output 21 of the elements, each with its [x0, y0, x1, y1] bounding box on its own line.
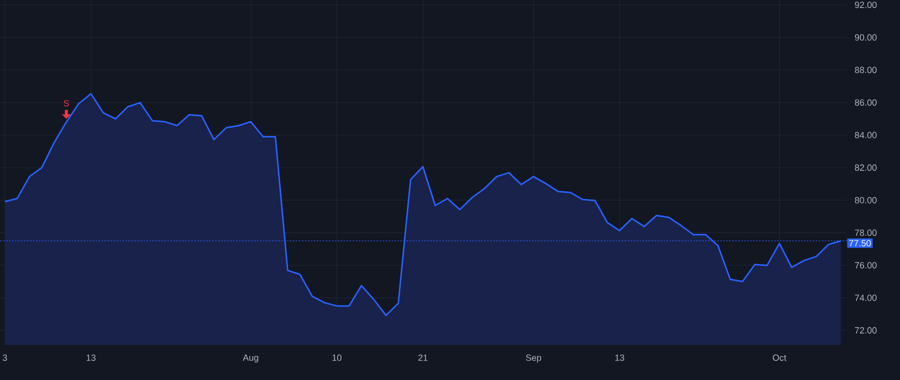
y-tick-label: 92.00	[854, 2, 877, 8]
ref-line-label: 77.50	[849, 240, 871, 246]
y-tick-label: 82.00	[854, 164, 877, 171]
x-tick-label: 10	[332, 354, 342, 361]
y-tick-label: 72.00	[854, 327, 877, 334]
x-tick-label: Aug	[242, 354, 258, 363]
y-tick-label: 90.00	[854, 34, 877, 41]
y-tick-label: 76.00	[854, 262, 877, 268]
x-tick-label: 13	[86, 354, 96, 361]
y-tick-label: 84.00	[854, 132, 877, 138]
y-tick-label: 80.00	[854, 196, 877, 204]
x-tick-label: Oct	[772, 354, 786, 361]
x-tick-label: 21	[418, 354, 428, 361]
annotation: S	[64, 100, 69, 106]
x-tick-label: Sep	[526, 354, 542, 363]
y-tick-label: 74.00	[854, 294, 877, 301]
x-tick-label: 13	[615, 354, 624, 361]
x-tick-label: 3	[2, 354, 8, 361]
y-tick-label: 78.00	[854, 230, 877, 236]
y-tick-label: 88.00	[854, 66, 877, 74]
y-tick-label: 86.00	[854, 99, 877, 106]
